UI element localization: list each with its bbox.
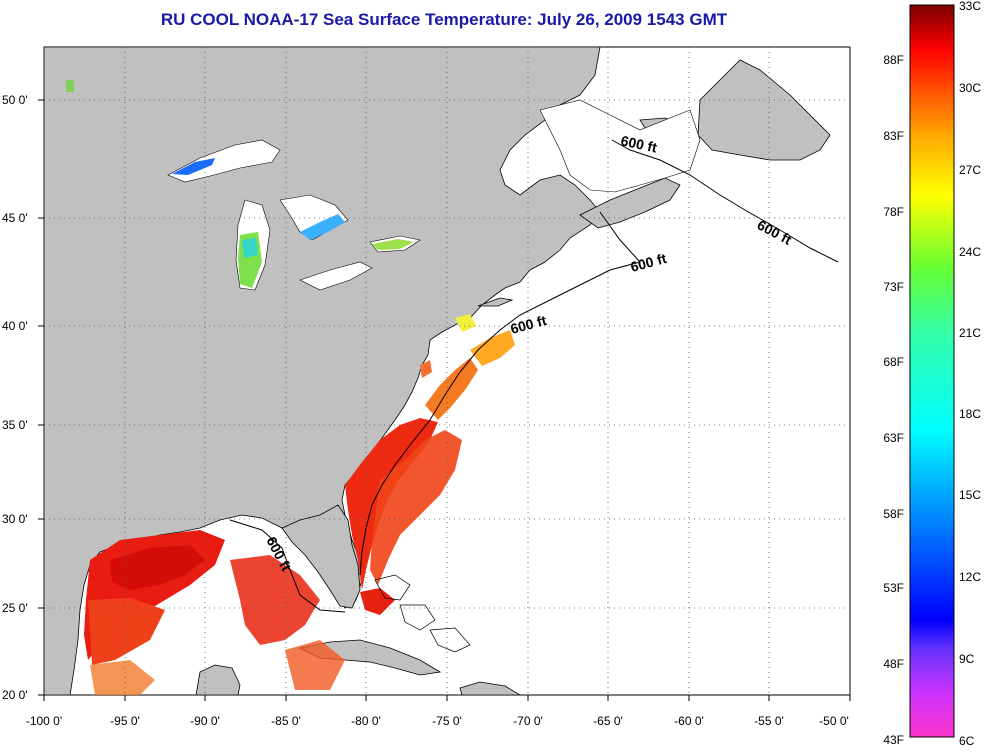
lake-erie — [299, 261, 373, 291]
lon-label: -65 0' — [593, 714, 623, 728]
colorbar-f-label: 53F — [883, 581, 904, 595]
long-island — [477, 297, 514, 307]
colorbar-fahrenheit-labels: 88F 83F 78F 73F 68F 63F 58F 53F 48F 43F — [883, 53, 904, 747]
colorbar-c-label: 6C — [959, 734, 975, 748]
lat-label: 20 0' — [2, 688, 28, 702]
lat-label: 40 0' — [2, 319, 28, 333]
lon-label: -100 0' — [26, 714, 62, 728]
gulf-of-st-lawrence — [539, 99, 701, 193]
colorbar-c-label: 12C — [959, 570, 981, 584]
colorbar-c-label: 30C — [959, 81, 981, 95]
lon-label: -85 0' — [271, 714, 301, 728]
colorbar-f-label: 88F — [883, 53, 904, 67]
bahamas-islands — [374, 574, 471, 653]
colorbar-c-label: 9C — [959, 652, 975, 666]
colorbar-f-label: 48F — [883, 657, 904, 671]
colorbar-c-label: 24C — [959, 245, 981, 259]
lon-label: -50 0' — [819, 714, 849, 728]
colorbar-f-label: 73F — [883, 280, 904, 294]
lon-label: -90 0' — [190, 714, 220, 728]
sst-gulf-of-mexico — [84, 530, 345, 695]
map-ticks — [38, 99, 851, 701]
latitude-labels: 50 0' 45 0' 40 0' 35 0' 30 0' 25 0' 20 0… — [2, 93, 28, 702]
colorbar-f-label: 43F — [883, 733, 904, 747]
colorbar-f-label: 83F — [883, 129, 904, 143]
map-grid — [44, 47, 850, 695]
florida-peninsula — [281, 504, 361, 609]
lat-label: 25 0' — [2, 601, 28, 615]
map-title: RU COOL NOAA-17 Sea Surface Temperature:… — [160, 10, 728, 29]
lat-label: 30 0' — [2, 512, 28, 526]
temperature-colorbar — [909, 4, 955, 738]
lon-label: -60 0' — [674, 714, 704, 728]
lat-label: 50 0' — [2, 93, 28, 107]
isobath-600ft-gulf — [229, 519, 346, 613]
colorbar-c-label: 27C — [959, 163, 981, 177]
isobath-600ft-shelf — [359, 211, 641, 576]
lon-label: -80 0' — [351, 714, 381, 728]
colorbar-c-label: 33C — [959, 0, 981, 13]
yucatan-land — [195, 664, 241, 695]
longitude-labels: -100 0' -95 0' -90 0' -85 0' -80 0' -75 … — [26, 714, 849, 728]
colorbar-f-label: 68F — [883, 355, 904, 369]
lon-label: -55 0' — [754, 714, 784, 728]
colorbar-f-label: 58F — [883, 507, 904, 521]
lon-label: -95 0' — [110, 714, 140, 728]
north-america-land — [44, 47, 601, 695]
colorbar-c-label: 21C — [959, 326, 981, 340]
sst-gulf-stream — [345, 314, 515, 615]
lat-label: 35 0' — [2, 418, 28, 432]
isobath-600ft — [611, 139, 839, 263]
sst-great-lakes — [66, 80, 414, 288]
colorbar-c-label: 18C — [959, 407, 981, 421]
newfoundland-land — [697, 59, 831, 161]
hispaniola-land — [459, 681, 521, 695]
colorbar-celsius-labels: 33C 30C 27C 24C 21C 18C 15C 12C 9C 6C — [959, 0, 981, 748]
lat-label: 45 0' — [2, 211, 28, 225]
contour-label-gulf-st-lawrence: 600 ft — [619, 132, 658, 155]
lon-label: -70 0' — [513, 714, 543, 728]
lon-label: -75 0' — [432, 714, 462, 728]
colorbar-f-label: 63F — [883, 431, 904, 445]
colorbar-c-label: 15C — [959, 488, 981, 502]
colorbar-f-label: 78F — [883, 205, 904, 219]
